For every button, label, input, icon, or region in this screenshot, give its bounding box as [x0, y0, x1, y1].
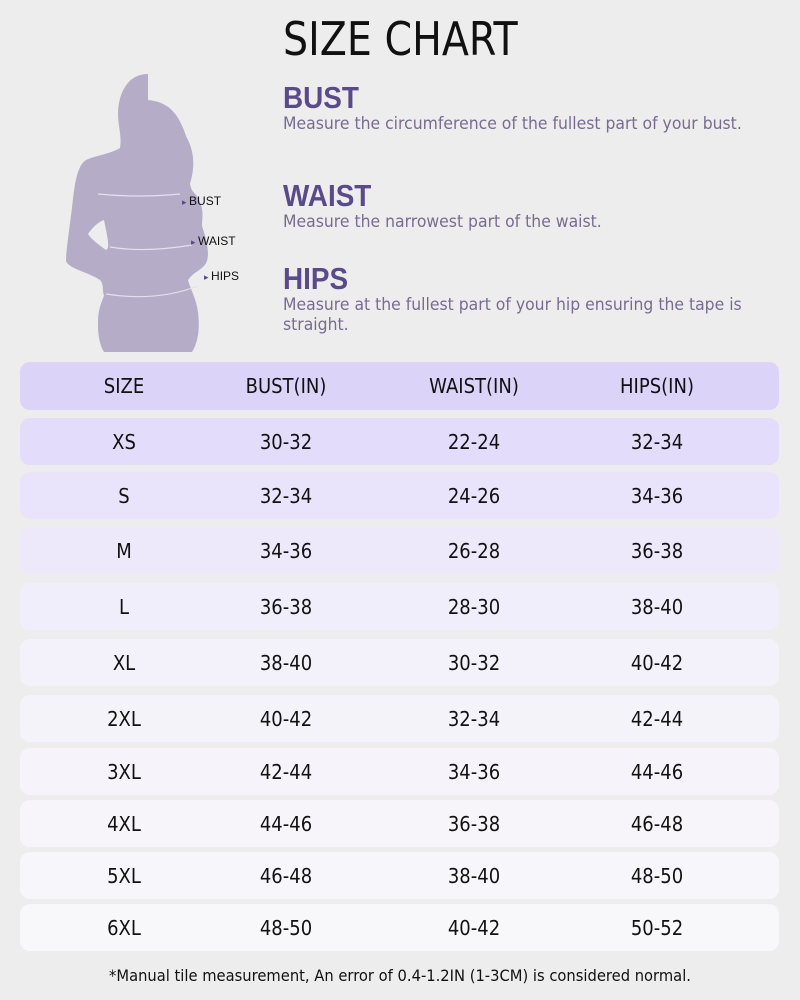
table-row: L 36-38 28-30 38-40 [20, 583, 779, 630]
cell-bust: 30-32 [259, 429, 313, 454]
footnote: *Manual tile measurement, An error of 0.… [109, 966, 691, 985]
body-silhouette-image [66, 74, 208, 352]
table-row: 2XL 40-42 32-34 42-44 [20, 695, 779, 742]
cell-bust: 34-36 [259, 538, 313, 563]
waist-instruction: WAIST Measure the narrowest part of the … [283, 178, 773, 233]
table-header: SIZE BUST(IN) WAIST(IN) HIPS(IN) [20, 362, 779, 410]
figure-label-hips: HIPS [204, 269, 239, 283]
cell-size: XL [112, 650, 136, 675]
figure-label-bust: BUST [182, 194, 221, 208]
cell-waist: 24-26 [447, 483, 501, 508]
table-row: XS 30-32 22-24 32-34 [20, 418, 779, 465]
hips-instruction: HIPS Measure at the fullest part of your… [283, 261, 773, 336]
bust-description: Measure the circumference of the fullest… [283, 114, 742, 134]
figure-label-waist: WAIST [191, 234, 236, 248]
cell-bust: 44-46 [259, 811, 313, 836]
cell-hips: 36-38 [630, 538, 684, 563]
cell-bust: 46-48 [259, 863, 313, 888]
cell-waist: 34-36 [447, 759, 501, 784]
cell-waist: 38-40 [447, 863, 501, 888]
hips-description: Measure at the fullest part of your hip … [283, 295, 742, 335]
cell-waist: 26-28 [447, 538, 501, 563]
cell-hips: 50-52 [630, 915, 684, 940]
cell-bust: 42-44 [259, 759, 313, 784]
cell-size: 6XL [107, 915, 141, 940]
cell-waist: 28-30 [447, 594, 501, 619]
cell-waist: 32-34 [447, 706, 501, 731]
table-row: M 34-36 26-28 36-38 [20, 527, 779, 574]
cell-hips: 38-40 [630, 594, 684, 619]
cell-hips: 44-46 [630, 759, 684, 784]
cell-waist: 36-38 [447, 811, 501, 836]
cell-size: 4XL [107, 811, 141, 836]
cell-size: M [116, 538, 132, 563]
cell-size: 3XL [107, 759, 141, 784]
cell-bust: 48-50 [259, 915, 313, 940]
cell-bust: 38-40 [259, 650, 313, 675]
table-row: 6XL 48-50 40-42 50-52 [20, 904, 779, 951]
header-bust: BUST(IN) [245, 374, 327, 398]
cell-waist: 22-24 [447, 429, 501, 454]
table-row: 3XL 42-44 34-36 44-46 [20, 748, 779, 795]
cell-bust: 40-42 [259, 706, 313, 731]
table-row: 4XL 44-46 36-38 46-48 [20, 800, 779, 847]
bust-instruction: BUST Measure the circumference of the fu… [283, 80, 773, 135]
waist-heading: WAIST [283, 178, 372, 213]
cell-size: L [118, 594, 130, 619]
cell-waist: 30-32 [447, 650, 501, 675]
cell-bust: 32-34 [259, 483, 313, 508]
cell-size: XS [112, 429, 136, 454]
cell-size: S [118, 483, 130, 508]
header-size: SIZE [103, 374, 145, 398]
page-title: SIZE CHART [283, 12, 518, 66]
cell-hips: 40-42 [630, 650, 684, 675]
cell-hips: 34-36 [630, 483, 684, 508]
cell-hips: 32-34 [630, 429, 684, 454]
cell-size: 2XL [107, 706, 141, 731]
header-hips: HIPS(IN) [620, 374, 694, 398]
cell-waist: 40-42 [447, 915, 501, 940]
header-waist: WAIST(IN) [429, 374, 519, 398]
cell-hips: 42-44 [630, 706, 684, 731]
cell-size: 5XL [107, 863, 141, 888]
waist-description: Measure the narrowest part of the waist. [283, 212, 602, 232]
table-row: XL 38-40 30-32 40-42 [20, 639, 779, 686]
cell-bust: 36-38 [259, 594, 313, 619]
table-row: S 32-34 24-26 34-36 [20, 472, 779, 519]
hips-heading: HIPS [283, 261, 349, 296]
cell-hips: 46-48 [630, 811, 684, 836]
bust-heading: BUST [283, 80, 359, 115]
cell-hips: 48-50 [630, 863, 684, 888]
table-row: 5XL 46-48 38-40 48-50 [20, 852, 779, 899]
